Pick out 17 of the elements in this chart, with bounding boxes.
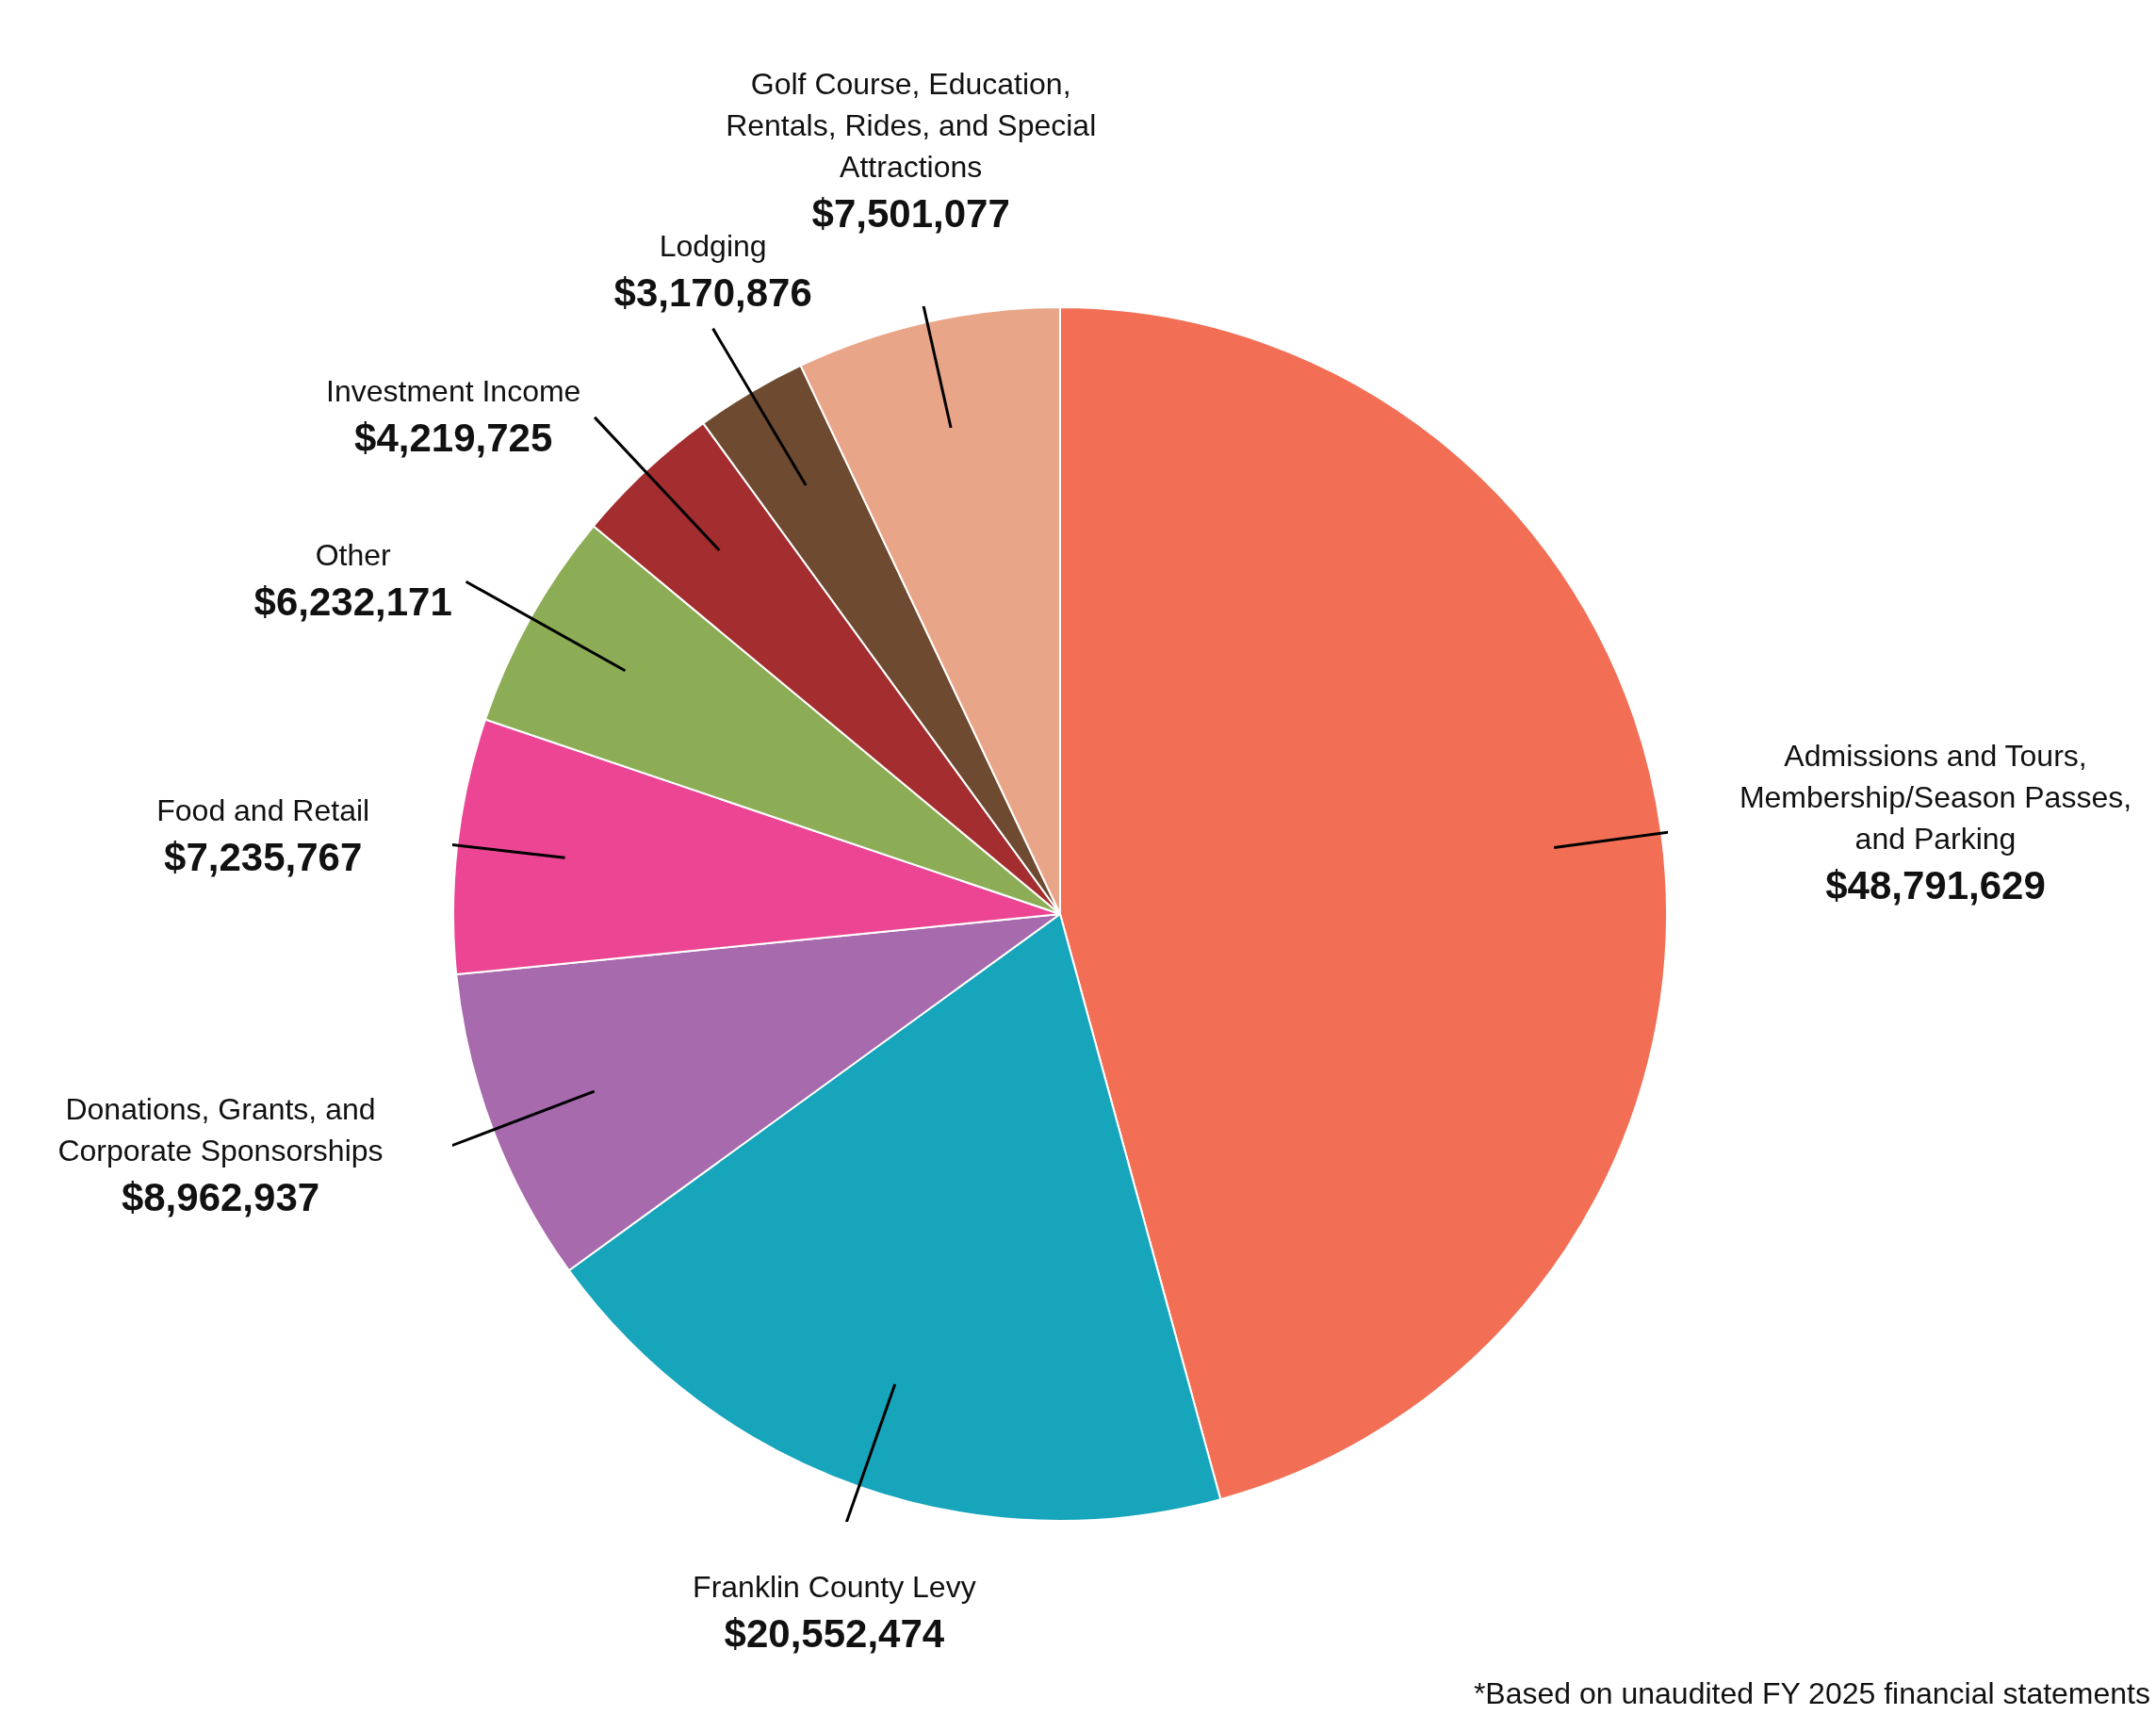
data-label: $20,552,474 xyxy=(723,1609,946,1658)
slice-label: Donations, Grants, and Corporate Sponsorships xyxy=(57,1091,384,1169)
slice-label: Investment Income xyxy=(326,372,581,410)
slice-label: Lodging xyxy=(658,227,768,265)
slice-label: Franklin County Levy xyxy=(693,1568,976,1606)
data-label: $3,170,876 xyxy=(613,269,812,317)
data-label: $6,232,171 xyxy=(253,579,452,627)
slice-label: Golf Course, Education, Rentals, Rides, and Special Attractions xyxy=(725,66,1098,187)
slice-label: Other xyxy=(314,537,392,575)
data-label: $7,501,077 xyxy=(811,191,1010,237)
data-label: $4,219,725 xyxy=(353,414,554,462)
data-label: $8,962,937 xyxy=(120,1174,321,1221)
text: *Based on unaudited FY 2025 financial statements xyxy=(1473,1676,2150,1711)
slice-label: Food and Retail xyxy=(156,792,370,830)
data-label: $7,235,767 xyxy=(163,834,364,882)
slice-label: Admissions and Tours, Membership/Season Passes, and Parking xyxy=(1738,737,2133,858)
data-label: $48,791,629 xyxy=(1824,861,2047,909)
